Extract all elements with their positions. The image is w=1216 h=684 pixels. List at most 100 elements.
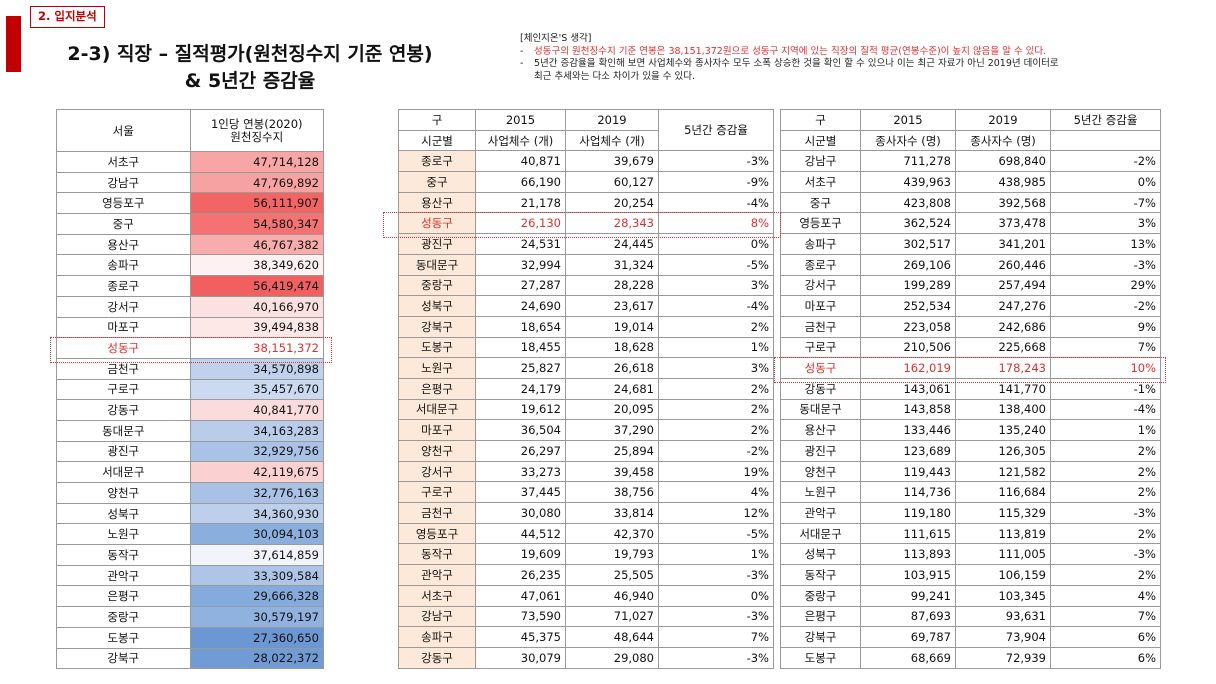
growth-rate: 9%	[1050, 315, 1161, 338]
value-2015: 302,517	[860, 233, 956, 255]
col-header-2015: 2015	[475, 109, 566, 131]
employee-count-table: 구 2015 2019 5년간 증감율 시군별 종사자수 (명) 종사자수 (명…	[780, 109, 1161, 669]
district-name: 은평구	[398, 377, 476, 400]
district-name: 강남구	[780, 150, 861, 173]
district-name: 중구	[398, 171, 476, 193]
growth-rate: 6%	[1050, 626, 1161, 648]
table-row: 광진구 24,531 24,445 0%	[398, 233, 774, 255]
salary-value: 56,419,474	[189, 275, 324, 297]
salary-value: 40,166,970	[189, 295, 324, 318]
growth-rate: 2%	[658, 315, 774, 338]
salary-table: 서울 1인당 연봉(2020) 원천징수지 서초구 47,714,128 강남구 47…	[56, 109, 324, 670]
value-2015: 44,512	[475, 522, 566, 545]
value-2015: 27,287	[475, 274, 566, 297]
district-name: 성동구	[398, 212, 476, 235]
value-2015: 119,180	[860, 502, 956, 524]
value-2015: 711,278	[860, 150, 956, 173]
table-row: 동작구 37,614,859	[56, 544, 324, 566]
value-2019: 247,276	[955, 295, 1051, 317]
district-name: 마포구	[56, 316, 191, 339]
growth-rate: -3%	[658, 150, 774, 173]
value-2019: 260,446	[955, 253, 1051, 276]
table-row: 중구 66,190 60,127 -9%	[398, 171, 774, 193]
growth-rate: 1%	[1050, 419, 1161, 441]
col-header-2015: 2015	[860, 109, 956, 131]
value-2019: 135,240	[955, 419, 1051, 441]
growth-rate: -4%	[658, 191, 774, 214]
value-2019: 31,324	[565, 253, 659, 276]
salary-value: 34,360,930	[189, 502, 324, 525]
table-row: 노원구 114,736 116,684 2%	[780, 481, 1161, 504]
district-name: 영등포구	[398, 522, 476, 545]
district-name: 서대문구	[56, 461, 191, 483]
table-row: 강서구 33,273 39,458 19%	[398, 460, 774, 483]
salary-value: 42,119,675	[189, 461, 324, 483]
table-row: 강동구 143,061 141,770 -1%	[780, 377, 1161, 400]
value-2015: 123,689	[860, 440, 956, 462]
district-name: 용산구	[56, 233, 191, 256]
growth-rate: 2%	[1050, 440, 1161, 462]
table-row: 강남구 47,769,892	[56, 171, 324, 194]
value-2015: 99,241	[860, 584, 956, 607]
table-row: 금천구 30,080 33,814 12%	[398, 502, 774, 524]
table-row: 영등포구 362,524 373,478 3%	[780, 212, 1161, 235]
value-2015: 36,504	[475, 419, 566, 441]
table-row: 중랑구 30,579,197	[56, 606, 324, 628]
growth-rate: 0%	[658, 233, 774, 255]
table-row: 구로구 210,506 225,668 7%	[780, 336, 1161, 359]
table-row: 양천구 26,297 25,894 -2%	[398, 440, 774, 462]
table-row: 마포구 252,534 247,276 -2%	[780, 295, 1161, 317]
value-2019: 29,080	[565, 646, 659, 669]
growth-rate: 8%	[658, 212, 774, 235]
growth-rate: 7%	[658, 626, 774, 648]
col-header-2019: 2019	[565, 109, 659, 131]
growth-rate: -2%	[1050, 295, 1161, 317]
district-name: 중구	[56, 213, 191, 235]
table-row: 도봉구 27,360,650	[56, 626, 324, 649]
note-bullet-1: - 성동구의 원천징수지 기준 연봉은 38,151,372원으로 성동구 지역…	[520, 46, 1210, 59]
district-name: 동대문구	[780, 398, 861, 421]
district-name: 송파구	[56, 254, 191, 277]
salary-value: 38,349,620	[189, 254, 324, 277]
value-2019: 72,939	[955, 646, 1051, 669]
table-row: 용산구 46,767,382	[56, 233, 324, 256]
value-2019: 28,228	[565, 274, 659, 297]
value-2015: 362,524	[860, 212, 956, 235]
growth-rate: 2%	[658, 377, 774, 400]
value-2019: 111,005	[955, 543, 1051, 566]
district-name: 동대문구	[56, 419, 191, 442]
col-header-region: 서울	[56, 109, 191, 152]
col-subheader-gu: 시군별	[780, 129, 861, 152]
value-2019: 33,814	[565, 502, 659, 524]
district-name: 송파구	[780, 233, 861, 255]
table-row: 강북구 69,787 73,904 6%	[780, 626, 1161, 648]
district-name: 성동구	[780, 357, 861, 379]
value-2015: 26,235	[475, 564, 566, 586]
value-2015: 423,808	[860, 191, 956, 214]
salary-value: 28,022,372	[189, 647, 324, 670]
district-name: 동대문구	[398, 253, 476, 276]
value-2019: 20,095	[565, 398, 659, 421]
district-name: 마포구	[780, 295, 861, 317]
value-2015: 24,531	[475, 233, 566, 255]
district-name: 도봉구	[780, 646, 861, 669]
growth-rate: 4%	[658, 481, 774, 504]
table-row: 강남구 711,278 698,840 -2%	[780, 150, 1161, 173]
growth-rate: 2%	[1050, 460, 1161, 483]
salary-value: 34,570,898	[189, 357, 324, 380]
value-2015: 26,130	[475, 212, 566, 235]
district-name: 양천구	[56, 482, 191, 504]
value-2015: 439,963	[860, 171, 956, 193]
value-2019: 103,345	[955, 584, 1051, 607]
value-2019: 438,985	[955, 171, 1051, 193]
value-2015: 223,058	[860, 315, 956, 338]
district-name: 강남구	[398, 605, 476, 628]
col-header-gu: 구	[398, 109, 476, 131]
value-2019: 24,445	[565, 233, 659, 255]
value-2019: 126,305	[955, 440, 1051, 462]
table-row: 서대문구 111,615 113,819 2%	[780, 522, 1161, 545]
value-2019: 37,290	[565, 419, 659, 441]
district-name: 도봉구	[398, 336, 476, 359]
value-2015: 269,106	[860, 253, 956, 276]
value-2019: 257,494	[955, 274, 1051, 297]
